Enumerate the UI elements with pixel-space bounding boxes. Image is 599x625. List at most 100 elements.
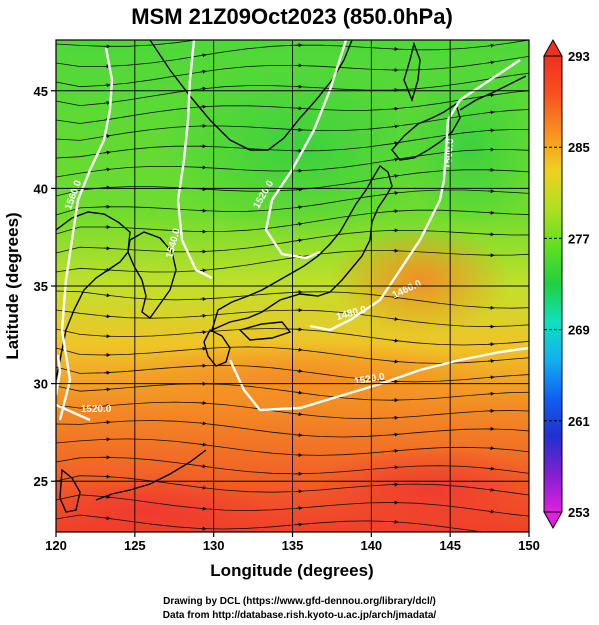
contour-6 (228, 346, 529, 412)
x-tick-label: 140 (360, 538, 382, 553)
streamline-arrow (295, 368, 303, 373)
contour-label: 1520.0 (81, 404, 112, 415)
streamline-arrow (202, 40, 207, 41)
warm-anomaly-east (330, 225, 510, 335)
x-tick-label: 130 (203, 538, 225, 553)
colorbar: 293 285 277 269 261 253 (543, 38, 590, 530)
y-tick-label: 25 (34, 474, 48, 489)
streamline-arrow (391, 448, 399, 453)
colorbar-tick-label: 261 (568, 414, 590, 429)
streamline-arrow (391, 338, 399, 343)
colorbar-tick-label: 269 (568, 323, 590, 338)
streamline-arrow (103, 293, 111, 298)
streamline-arrow (199, 442, 207, 447)
x-tick-label: 145 (439, 538, 461, 553)
streamline-arrow (391, 106, 399, 111)
contour-8 (56, 403, 91, 422)
streamline (56, 494, 529, 517)
streamline-arrow (295, 238, 303, 243)
graticule (56, 40, 529, 532)
streamline (56, 149, 529, 178)
streamline (56, 346, 529, 364)
streamline-arrow (199, 69, 207, 74)
colorbar-tick-label: 285 (568, 140, 590, 155)
colorbar-tick-label: 277 (568, 231, 590, 246)
streamline-arrow (391, 141, 399, 146)
streamline-arrow (103, 150, 111, 155)
streamline-arrow (199, 86, 207, 91)
streamline-arrow (103, 314, 111, 319)
colorbar-ticks: 293 285 277 269 261 253 (544, 49, 590, 520)
streamline-arrow (487, 487, 495, 492)
x-tick-label: 150 (518, 538, 540, 553)
coastline-kyushu (203, 329, 231, 367)
contour-4 (438, 59, 521, 201)
streamline-arrow (199, 485, 207, 490)
streamline-arrow (103, 516, 111, 521)
streamline-arrow (103, 100, 111, 105)
coastline-shikoku (238, 321, 292, 341)
streamline-arrow (199, 268, 207, 273)
y-axis-ticks: 25 30 35 40 45 (34, 84, 56, 489)
contour-5 (309, 199, 442, 332)
streamline-arrow (391, 359, 399, 364)
coastline-kuril (459, 75, 527, 111)
y-axis-label: Latitude (degrees) (3, 212, 22, 359)
streamline-arrow (391, 124, 399, 129)
streamline (56, 456, 529, 475)
streamline-arrow (295, 205, 303, 210)
coastline-mainland-asia (56, 211, 131, 381)
streamline-arrow (391, 316, 399, 321)
x-axis-ticks: 120 125 130 135 140 145 150 (45, 532, 540, 553)
streamline-arrow (490, 531, 495, 532)
hot-anomaly-southeast (310, 445, 529, 532)
x-tick-label: 135 (282, 538, 304, 553)
streamline-arrow (199, 506, 207, 511)
coastline-korea (127, 231, 177, 319)
y-tick-label: 30 (34, 377, 48, 392)
streamline-arrow (391, 157, 399, 162)
colorbar-top-cap (543, 38, 563, 57)
y-tick-label: 35 (34, 279, 48, 294)
streamline (56, 420, 529, 438)
credit-line-dcl: Drawing by DCL (https://www.gfd-dennou.o… (163, 596, 436, 607)
contour-2 (176, 40, 213, 280)
streamline-arrow (488, 28, 494, 29)
x-tick-label: 125 (124, 538, 146, 553)
streamline (56, 383, 529, 401)
contour-7 (56, 354, 62, 396)
contour-1 (58, 47, 114, 421)
credit-line-data: Data from http://database.rish.kyoto-u.a… (162, 610, 437, 621)
streamline (56, 40, 529, 67)
streamline (56, 90, 529, 124)
streamline-arrow (487, 466, 495, 471)
streamline-arrow (391, 191, 399, 196)
x-tick-label: 120 (45, 538, 67, 553)
y-tick-label: 45 (34, 84, 48, 99)
streamline-arrow (487, 110, 495, 115)
coastline-hokkaido (391, 102, 461, 161)
streamline (56, 109, 529, 141)
streamline-arrow (391, 174, 399, 179)
coastline-ryukyu (95, 449, 207, 501)
streamline-arrow (295, 222, 303, 227)
streamline-arrow (295, 347, 303, 352)
streamline-arrow (487, 60, 495, 65)
colorbar-tick-label: 293 (568, 49, 590, 64)
streamline-arrow (199, 421, 207, 426)
streamline-arrow (103, 167, 111, 172)
streamline-arrow (295, 433, 303, 438)
chart-title: MSM 21Z09Oct2023 (850.0hPa) (131, 4, 453, 29)
streamline-arrow (391, 295, 399, 300)
streamline (56, 309, 529, 328)
streamline-arrow (487, 43, 495, 48)
colorbar-scale (543, 55, 563, 513)
height-contours (56, 40, 529, 422)
streamline-arrow (487, 93, 495, 98)
contour-3 (264, 40, 348, 260)
streamline-arrow (199, 53, 207, 58)
streamline-arrow (487, 375, 495, 380)
streamline-arrow (295, 390, 303, 395)
streamline-arrow (199, 330, 207, 335)
